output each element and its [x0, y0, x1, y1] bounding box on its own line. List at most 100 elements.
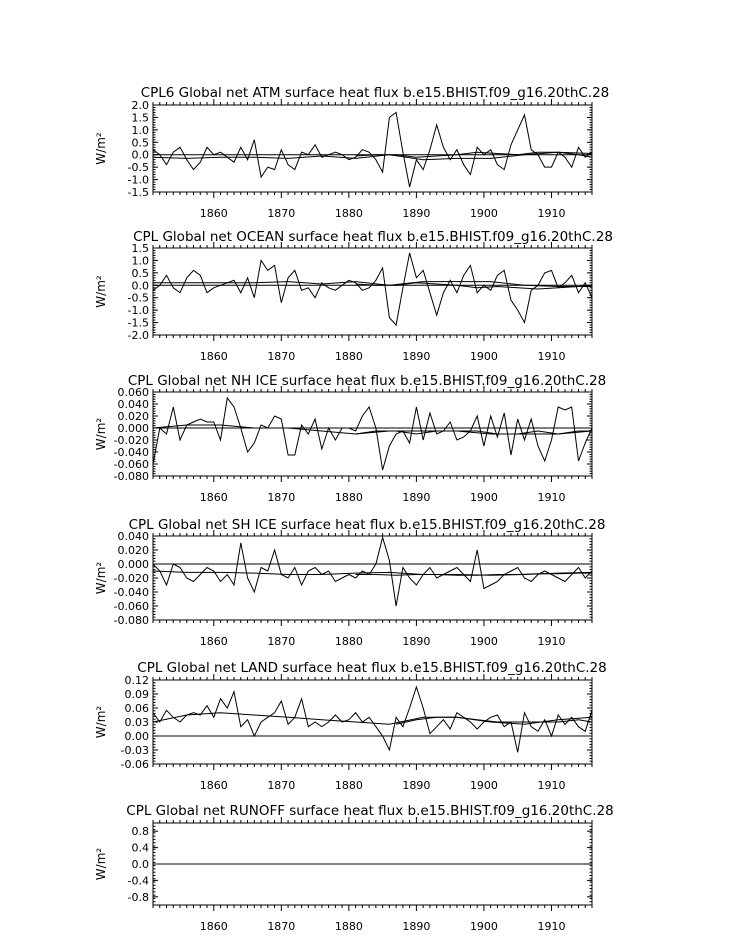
series-line-atm-2 — [152, 151, 593, 161]
y-tick-label-atm: -1.5 — [128, 186, 149, 199]
y-tick-label-sh-ice: -0.060 — [114, 600, 149, 613]
x-tick-label-land: 1890 — [402, 779, 430, 792]
y-tick-label-land: 0.12 — [125, 674, 150, 687]
series-line-sh-ice-1 — [152, 535, 593, 607]
x-tick-label-atm: 1860 — [200, 207, 228, 220]
plot-frame-ocean — [152, 247, 593, 336]
y-tick-label-sh-ice: -0.020 — [114, 572, 149, 585]
panel-ocean: CPL Global net OCEAN surface heat flux b… — [94, 229, 613, 363]
x-tick-label-sh-ice: 1880 — [335, 635, 363, 648]
x-tick-label-sh-ice: 1900 — [470, 635, 498, 648]
y-tick-label-atm: 0.0 — [132, 149, 150, 162]
series-line-land-1 — [152, 685, 593, 753]
series-line-atm-3 — [355, 151, 593, 158]
x-tick-label-nh-ice: 1900 — [470, 491, 498, 504]
y-tick-label-nh-ice: 0.020 — [118, 410, 150, 423]
x-tick-label-nh-ice: 1890 — [402, 491, 430, 504]
x-tick-label-sh-ice: 1910 — [537, 635, 565, 648]
panel-runoff: CPL Global net RUNOFF surface heat flux … — [94, 803, 614, 933]
x-tick-label-ocean: 1860 — [200, 350, 228, 363]
y-tick-label-runoff: 0.4 — [132, 842, 150, 855]
x-tick-label-land: 1900 — [470, 779, 498, 792]
x-tick-label-land: 1860 — [200, 779, 228, 792]
y-tick-label-land: -0.03 — [121, 744, 149, 757]
y-tick-label-runoff: 0.8 — [132, 825, 150, 838]
x-tick-label-runoff: 1890 — [402, 920, 430, 933]
x-tick-label-nh-ice: 1880 — [335, 491, 363, 504]
y-tick-label-atm: 1.0 — [132, 124, 150, 137]
y-axis-label-runoff: W/m² — [94, 848, 108, 881]
y-tick-label-nh-ice: -0.080 — [114, 470, 149, 483]
chart-title-nh-ice: CPL Global net NH ICE surface heat flux … — [128, 373, 606, 389]
series-line-nh-ice-3 — [355, 430, 592, 435]
chart-title-ocean: CPL Global net OCEAN surface heat flux b… — [133, 229, 613, 245]
chart-title-sh-ice: CPL Global net SH ICE surface heat flux … — [129, 517, 606, 533]
x-tick-label-atm: 1880 — [335, 207, 363, 220]
y-tick-label-sh-ice: 0.020 — [118, 544, 150, 557]
series-line-land-2 — [152, 712, 593, 725]
y-tick-label-ocean: 0.5 — [132, 267, 150, 280]
x-tick-label-ocean: 1870 — [267, 350, 295, 363]
y-tick-label-nh-ice: -0.020 — [114, 434, 149, 447]
y-axis-label-nh-ice: W/m² — [94, 418, 108, 451]
series-line-atm-1 — [152, 111, 593, 188]
x-tick-label-land: 1910 — [537, 779, 565, 792]
panel-nh-ice: CPL Global net NH ICE surface heat flux … — [94, 373, 606, 504]
x-tick-label-runoff: 1860 — [200, 920, 228, 933]
x-tick-label-ocean: 1900 — [470, 350, 498, 363]
y-tick-label-land: 0.09 — [125, 688, 150, 701]
y-tick-label-ocean: 1.5 — [132, 242, 150, 255]
plot-frame-nh-ice — [152, 391, 593, 477]
panel-sh-ice: CPL Global net SH ICE surface heat flux … — [94, 517, 605, 648]
y-tick-label-nh-ice: 0.000 — [118, 422, 150, 435]
series-line-land-3 — [395, 716, 593, 725]
y-tick-label-runoff: 0.0 — [132, 858, 150, 871]
y-tick-label-land: 0.06 — [125, 702, 150, 715]
y-tick-label-atm: 0.5 — [132, 136, 150, 149]
y-tick-label-land: 0.00 — [125, 730, 150, 743]
y-tick-label-sh-ice: 0.040 — [118, 530, 150, 543]
x-tick-label-runoff: 1910 — [537, 920, 565, 933]
x-tick-label-sh-ice: 1870 — [267, 635, 295, 648]
series-line-ocean-1 — [152, 252, 593, 327]
series-line-sh-ice-3 — [355, 572, 592, 576]
y-tick-label-ocean: -1.5 — [128, 317, 149, 330]
y-tick-label-nh-ice: 0.040 — [118, 398, 150, 411]
x-tick-label-land: 1880 — [335, 779, 363, 792]
y-tick-label-atm: -0.5 — [128, 161, 149, 174]
chart-title-atm: CPL6 Global net ATM surface heat flux b.… — [141, 85, 610, 101]
y-tick-label-sh-ice: -0.080 — [114, 614, 149, 627]
x-tick-label-runoff: 1880 — [335, 920, 363, 933]
y-tick-label-sh-ice: -0.040 — [114, 586, 149, 599]
panel-atm: CPL6 Global net ATM surface heat flux b.… — [94, 85, 609, 220]
x-tick-label-atm: 1870 — [267, 207, 295, 220]
y-tick-label-atm: 1.5 — [132, 111, 150, 124]
series-line-ocean-2 — [153, 281, 592, 287]
y-axis-label-sh-ice: W/m² — [94, 562, 108, 595]
y-tick-label-sh-ice: 0.000 — [118, 558, 150, 571]
x-tick-label-ocean: 1880 — [335, 350, 363, 363]
x-tick-label-sh-ice: 1890 — [402, 635, 430, 648]
y-tick-label-ocean: -0.5 — [128, 292, 149, 305]
x-tick-label-land: 1870 — [267, 779, 295, 792]
y-tick-label-nh-ice: -0.040 — [114, 446, 149, 459]
y-axis-label-land: W/m² — [94, 706, 108, 739]
x-tick-label-ocean: 1890 — [402, 350, 430, 363]
y-tick-label-atm: -1.0 — [128, 174, 149, 187]
x-tick-label-runoff: 1870 — [267, 920, 295, 933]
plot-frame-atm — [152, 104, 593, 193]
x-tick-label-atm: 1890 — [402, 207, 430, 220]
y-tick-label-ocean: 1.0 — [132, 254, 150, 267]
y-tick-label-atm: 2.0 — [132, 99, 150, 112]
x-tick-label-nh-ice: 1910 — [537, 491, 565, 504]
y-tick-label-nh-ice: -0.060 — [114, 458, 149, 471]
x-tick-label-nh-ice: 1860 — [200, 491, 228, 504]
chart-title-land: CPL Global net LAND surface heat flux b.… — [137, 660, 606, 676]
y-tick-label-nh-ice: 0.060 — [118, 386, 150, 399]
y-tick-label-ocean: 0.0 — [132, 279, 150, 292]
x-tick-label-nh-ice: 1870 — [267, 491, 295, 504]
series-line-nh-ice-1 — [152, 396, 593, 471]
series-line-ocean-3 — [355, 282, 593, 290]
x-tick-label-ocean: 1910 — [537, 350, 565, 363]
